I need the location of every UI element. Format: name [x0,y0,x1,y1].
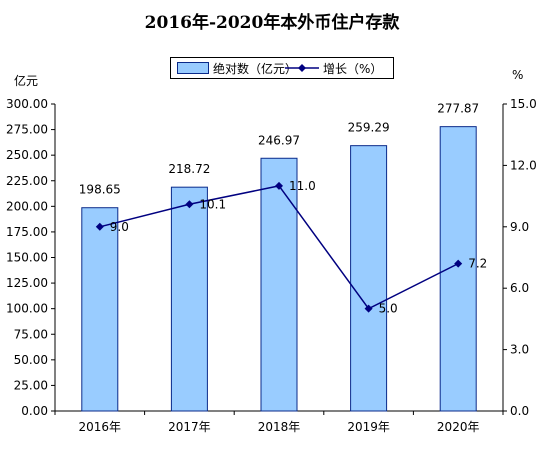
bar [260,157,298,412]
growth-marker [95,222,104,231]
right-tick-label: 6.0 [510,281,529,295]
left-tick-label: 150.00 [6,251,48,265]
left-tick-label: 0.00 [21,404,48,418]
legend: 绝对数（亿元） 增长（%） [170,57,394,79]
right-axis-unit: % [512,68,524,82]
growth-marker [185,200,194,209]
growth-marker [275,181,283,190]
left-tick-label: 175.00 [6,225,48,239]
bar [350,145,388,412]
left-tick-label: 100.00 [6,302,48,316]
right-tick-label: 12.0 [510,158,537,172]
left-tick-label: 300.00 [6,97,48,111]
bar-value-label: 277.87 [437,102,479,116]
growth-value-label: 10.1 [199,197,226,211]
left-tick-label: 200.00 [6,199,48,213]
left-tick-label: 250.00 [6,148,48,162]
left-tick-label: 75.00 [14,327,48,341]
x-category-label: 2020年 [437,420,480,434]
growth-marker [454,259,463,268]
legend-item-line: 增长（%） [285,60,382,76]
legend-item-bar: 绝对数（亿元） [177,60,297,76]
bar-value-label: 246.97 [258,133,300,147]
left-tick-label: 125.00 [6,276,48,290]
x-category-label: 2019年 [347,420,390,434]
growth-marker [364,304,373,313]
growth-value-label: 11.0 [289,179,316,193]
left-tick-label: 275.00 [6,123,48,137]
x-category-label: 2017年 [168,420,211,434]
bar [439,126,477,412]
x-category-label: 2018年 [258,420,301,434]
legend-bar-swatch [177,62,209,74]
bar-value-label: 259.29 [348,121,390,135]
bar [81,207,119,412]
legend-line-swatch [285,64,319,72]
bar [170,186,208,412]
legend-bar-label: 绝对数（亿元） [213,61,298,76]
right-tick-label: 9.0 [510,220,529,234]
right-tick-label: 15.0 [510,97,537,111]
x-category-label: 2016年 [79,420,122,434]
left-tick-label: 225.00 [6,174,48,188]
growth-value-label: 7.2 [468,257,487,271]
chart-title: 2016年-2020年本外币住户存款 [144,13,400,33]
legend-line-label: 增长（%） [323,61,383,76]
left-tick-label: 25.00 [14,378,48,392]
right-tick-label: 0.0 [510,404,529,418]
bar-value-label: 218.72 [168,162,210,176]
growth-value-label: 5.0 [379,302,398,316]
right-tick-label: 3.0 [510,343,529,357]
left-axis-unit: 亿元 [14,74,39,88]
growth-value-label: 9.0 [110,220,129,234]
bar-value-label: 198.65 [79,183,121,197]
left-tick-label: 50.00 [14,353,48,367]
